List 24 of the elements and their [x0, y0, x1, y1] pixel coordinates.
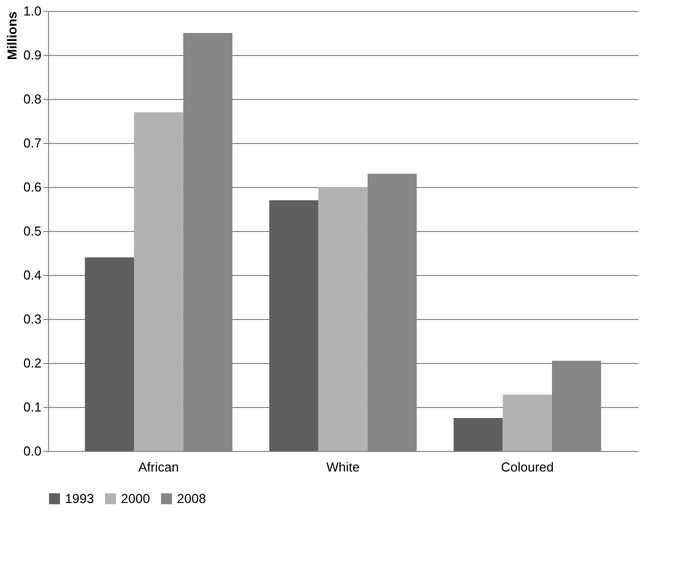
y-tick-label: 0.2	[23, 356, 42, 370]
y-tick-label: 0.9	[23, 48, 42, 62]
bar	[318, 187, 368, 451]
y-tick-label: 0.8	[23, 92, 42, 106]
bar	[84, 257, 134, 451]
y-tick-label: 0.4	[23, 268, 42, 282]
y-tick-label: 0.0	[23, 444, 42, 458]
y-tick-label: 0.6	[23, 180, 42, 194]
bar	[269, 200, 318, 451]
y-tick-label: 0.5	[23, 224, 42, 238]
legend-label: 2000	[121, 490, 150, 506]
legend-label: 2008	[177, 490, 206, 506]
x-tick-label: African	[138, 460, 179, 474]
y-tick-label: 1.0	[23, 4, 42, 18]
bar	[134, 112, 184, 451]
x-tick-label: Coloured	[500, 460, 554, 474]
x-tick-label: White	[326, 460, 360, 474]
legend-label: 1993	[65, 490, 94, 506]
y-tick-label: 0.3	[23, 312, 42, 326]
y-tick-label: 0.1	[23, 400, 42, 414]
bar	[454, 418, 503, 451]
y-tick-label: 0.7	[23, 136, 42, 150]
y-axis-title: Millions	[4, 12, 20, 60]
bar	[502, 394, 552, 451]
